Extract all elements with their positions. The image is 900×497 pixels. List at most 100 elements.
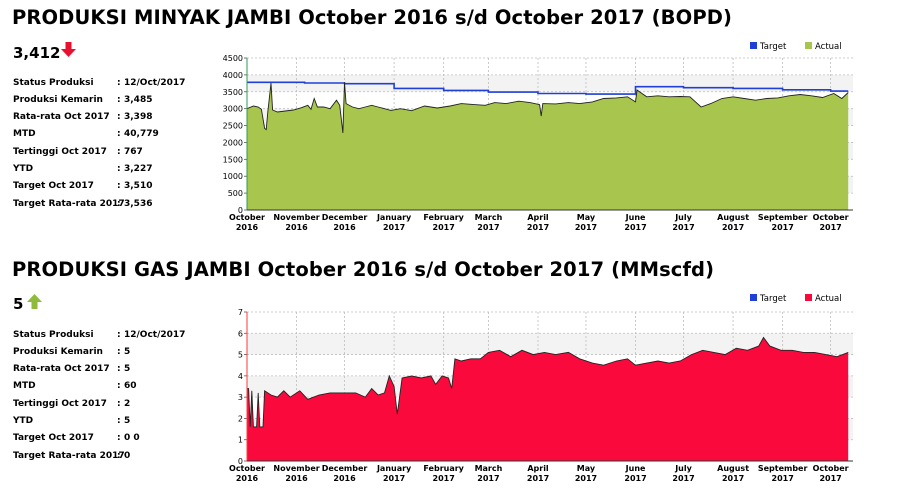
y-tick-label: 0 xyxy=(238,206,243,215)
up-arrow-icon xyxy=(27,294,42,309)
y-tick-label: 1500 xyxy=(223,155,243,164)
x-tick-year: 2017 xyxy=(575,474,597,483)
stat-label: Status Produksi xyxy=(13,78,94,88)
oil-headline-value: 3,412 xyxy=(13,44,61,62)
x-tick-label: November xyxy=(273,464,319,473)
stat-colon: : xyxy=(117,164,121,174)
x-tick-label: February xyxy=(423,464,464,473)
stat-colon: : xyxy=(117,330,121,340)
grid-band xyxy=(247,333,853,355)
stat-row: Tertinggi Oct 2017:2 xyxy=(13,399,233,411)
oil-chart-title: PRODUKSI MINYAK JAMBI October 2016 s/d O… xyxy=(12,6,733,29)
stat-row: Produksi Kemarin:5 xyxy=(13,347,233,359)
x-tick-label: January xyxy=(376,464,412,473)
y-tick-label: 1000 xyxy=(223,172,243,181)
stat-value: 5 xyxy=(124,364,131,374)
stat-row: Rata-rata Oct 2017:3,398 xyxy=(13,112,233,124)
y-tick-label: 4000 xyxy=(223,71,243,80)
stat-value: 12/Oct/2017 xyxy=(124,78,186,88)
stat-value: 3,536 xyxy=(124,199,153,209)
x-tick-label: April xyxy=(527,464,549,473)
stat-label: YTD xyxy=(13,416,34,426)
x-tick-year: 2017 xyxy=(819,474,841,483)
stat-value: 0 0 xyxy=(124,433,140,443)
x-tick-label: December xyxy=(322,213,368,222)
x-tick-year: 2017 xyxy=(527,474,549,483)
y-tick-label: 2500 xyxy=(223,122,243,131)
stat-colon: : xyxy=(117,199,121,209)
stat-row: Status Produksi:12/Oct/2017 xyxy=(13,330,233,342)
stat-row: Target Oct 2017:3,510 xyxy=(13,181,233,193)
x-tick-year: 2016 xyxy=(333,474,356,483)
x-tick-year: 2017 xyxy=(575,223,597,232)
stat-value: 3,227 xyxy=(124,164,153,174)
x-tick-label: February xyxy=(423,213,464,222)
x-tick-year: 2017 xyxy=(819,223,841,232)
x-tick-year: 2016 xyxy=(236,223,259,232)
x-tick-year: 2017 xyxy=(772,223,794,232)
x-tick-year: 2017 xyxy=(383,223,405,232)
stat-row: Produksi Kemarin:3,485 xyxy=(13,95,233,107)
x-tick-label: May xyxy=(577,213,596,222)
y-tick-label: 4 xyxy=(238,372,243,381)
stat-label: Status Produksi xyxy=(13,330,94,340)
x-tick-year: 2017 xyxy=(772,474,794,483)
stat-value: 2 xyxy=(124,399,131,409)
stat-colon: : xyxy=(117,147,121,157)
stat-value: 12/Oct/2017 xyxy=(124,330,186,340)
y-tick-label: 6 xyxy=(238,329,243,338)
series-target-line xyxy=(247,81,849,95)
gas-headline-value: 5 xyxy=(13,295,24,313)
stat-row: Tertinggi Oct 2017:767 xyxy=(13,147,233,159)
stat-row: Rata-rata Oct 2017:5 xyxy=(13,364,233,376)
y-tick-label: 3000 xyxy=(223,105,243,114)
stat-value: 40,779 xyxy=(124,129,159,139)
stat-row: Target Oct 2017:0 0 xyxy=(13,433,233,445)
x-tick-year: 2016 xyxy=(285,223,308,232)
stat-label: Target Rata-rata 2017 xyxy=(13,451,125,461)
x-tick-year: 2017 xyxy=(433,223,455,232)
legend-label-actual: Actual xyxy=(815,42,842,52)
x-tick-label: July xyxy=(674,213,692,222)
x-tick-year: 2017 xyxy=(722,223,744,232)
x-tick-label: April xyxy=(527,213,549,222)
legend-label-target: Target xyxy=(759,294,787,304)
y-tick-label: 0 xyxy=(238,457,243,466)
x-tick-year: 2016 xyxy=(285,474,308,483)
legend-swatch-actual xyxy=(805,42,812,49)
x-tick-label: March xyxy=(475,213,503,222)
stat-colon: : xyxy=(117,399,121,409)
x-tick-year: 2017 xyxy=(722,474,744,483)
stat-colon: : xyxy=(117,78,121,88)
stat-colon: : xyxy=(117,129,121,139)
x-tick-year: 2017 xyxy=(527,223,549,232)
x-tick-label: June xyxy=(625,213,646,222)
stat-label: Rata-rata Oct 2017 xyxy=(13,364,110,374)
stat-label: Target Oct 2017 xyxy=(13,433,94,443)
x-tick-year: 2017 xyxy=(477,474,499,483)
y-tick-label: 1 xyxy=(238,436,243,445)
stat-label: MTD xyxy=(13,381,36,391)
x-tick-label: September xyxy=(758,464,808,473)
stat-value: 3,510 xyxy=(124,181,153,191)
stat-label: Tertinggi Oct 2017 xyxy=(13,147,107,157)
down-arrow-icon xyxy=(61,42,76,57)
y-tick-label: 4500 xyxy=(223,54,243,63)
stat-value: 767 xyxy=(124,147,143,157)
stat-label: MTD xyxy=(13,129,36,139)
x-tick-label: September xyxy=(758,213,808,222)
y-tick-label: 3 xyxy=(238,393,243,402)
series-actual-area xyxy=(247,337,849,461)
series-actual-outline xyxy=(247,336,849,428)
y-tick-label: 500 xyxy=(228,189,243,198)
x-tick-year: 2016 xyxy=(333,223,356,232)
oil-production-chart: 0 500 1000 1500 2000 2500 3000 3500 4000 4500 Octo… xyxy=(223,42,853,232)
x-tick-year: 2016 xyxy=(236,474,259,483)
stat-row: Target Rata-rata 2017:0 xyxy=(13,451,233,463)
down-arrow-shape xyxy=(61,42,76,57)
x-tick-label: December xyxy=(322,464,368,473)
stat-label: YTD xyxy=(13,164,34,174)
legend-label-actual: Actual xyxy=(815,294,842,304)
stat-label: Rata-rata Oct 2017 xyxy=(13,112,110,122)
x-tick-label: March xyxy=(475,464,503,473)
